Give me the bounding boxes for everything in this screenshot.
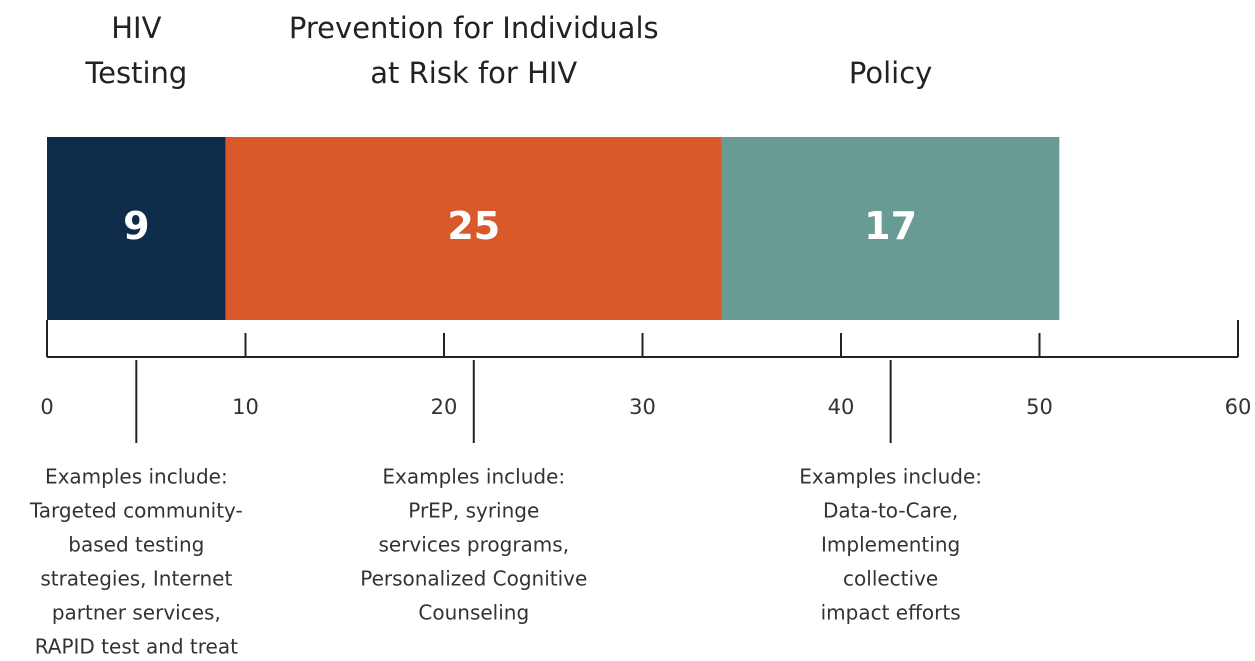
x-tick-label: 0 — [40, 395, 53, 419]
x-tick-label: 20 — [431, 395, 458, 419]
segment-note: Personalized Cognitive — [360, 567, 587, 591]
segment-title: HIV — [111, 11, 161, 45]
value-label: 9 — [123, 204, 149, 248]
x-tick-label: 60 — [1225, 395, 1252, 419]
segment-title: Prevention for Individuals — [289, 11, 659, 45]
segment-note: strategies, Internet — [40, 567, 232, 591]
segment-note: Targeted community- — [29, 499, 243, 523]
x-tick-label: 40 — [828, 395, 855, 419]
segment-note: collective — [843, 567, 938, 591]
value-label: 17 — [864, 204, 917, 248]
segment-note: Examples include: — [382, 465, 565, 489]
segment-note: Implementing — [821, 533, 960, 557]
x-tick-label: 10 — [232, 395, 259, 419]
segment-note: PrEP, syringe — [408, 499, 539, 523]
x-tick-label: 30 — [629, 395, 656, 419]
bar-segment — [721, 137, 1060, 320]
segment-note: based testing — [68, 533, 204, 557]
segment-note: RAPID test and treat — [35, 635, 238, 659]
segment-note: Examples include: — [799, 465, 982, 489]
x-tick-label: 50 — [1026, 395, 1053, 419]
segment-note: impact efforts — [821, 601, 961, 625]
segment-title: Policy — [849, 56, 932, 90]
segment-title: Testing — [84, 56, 187, 90]
segment-note: Data-to-Care, — [823, 499, 958, 523]
segment-note: Examples include: — [45, 465, 228, 489]
bar-segment — [225, 137, 722, 320]
segment-note: services programs, — [378, 533, 569, 557]
segment-note: Counseling — [418, 601, 529, 625]
bar-segment — [47, 137, 226, 320]
segment-note: partner services, — [52, 601, 221, 625]
value-label: 25 — [447, 204, 500, 248]
segment-title: at Risk for HIV — [370, 56, 577, 90]
